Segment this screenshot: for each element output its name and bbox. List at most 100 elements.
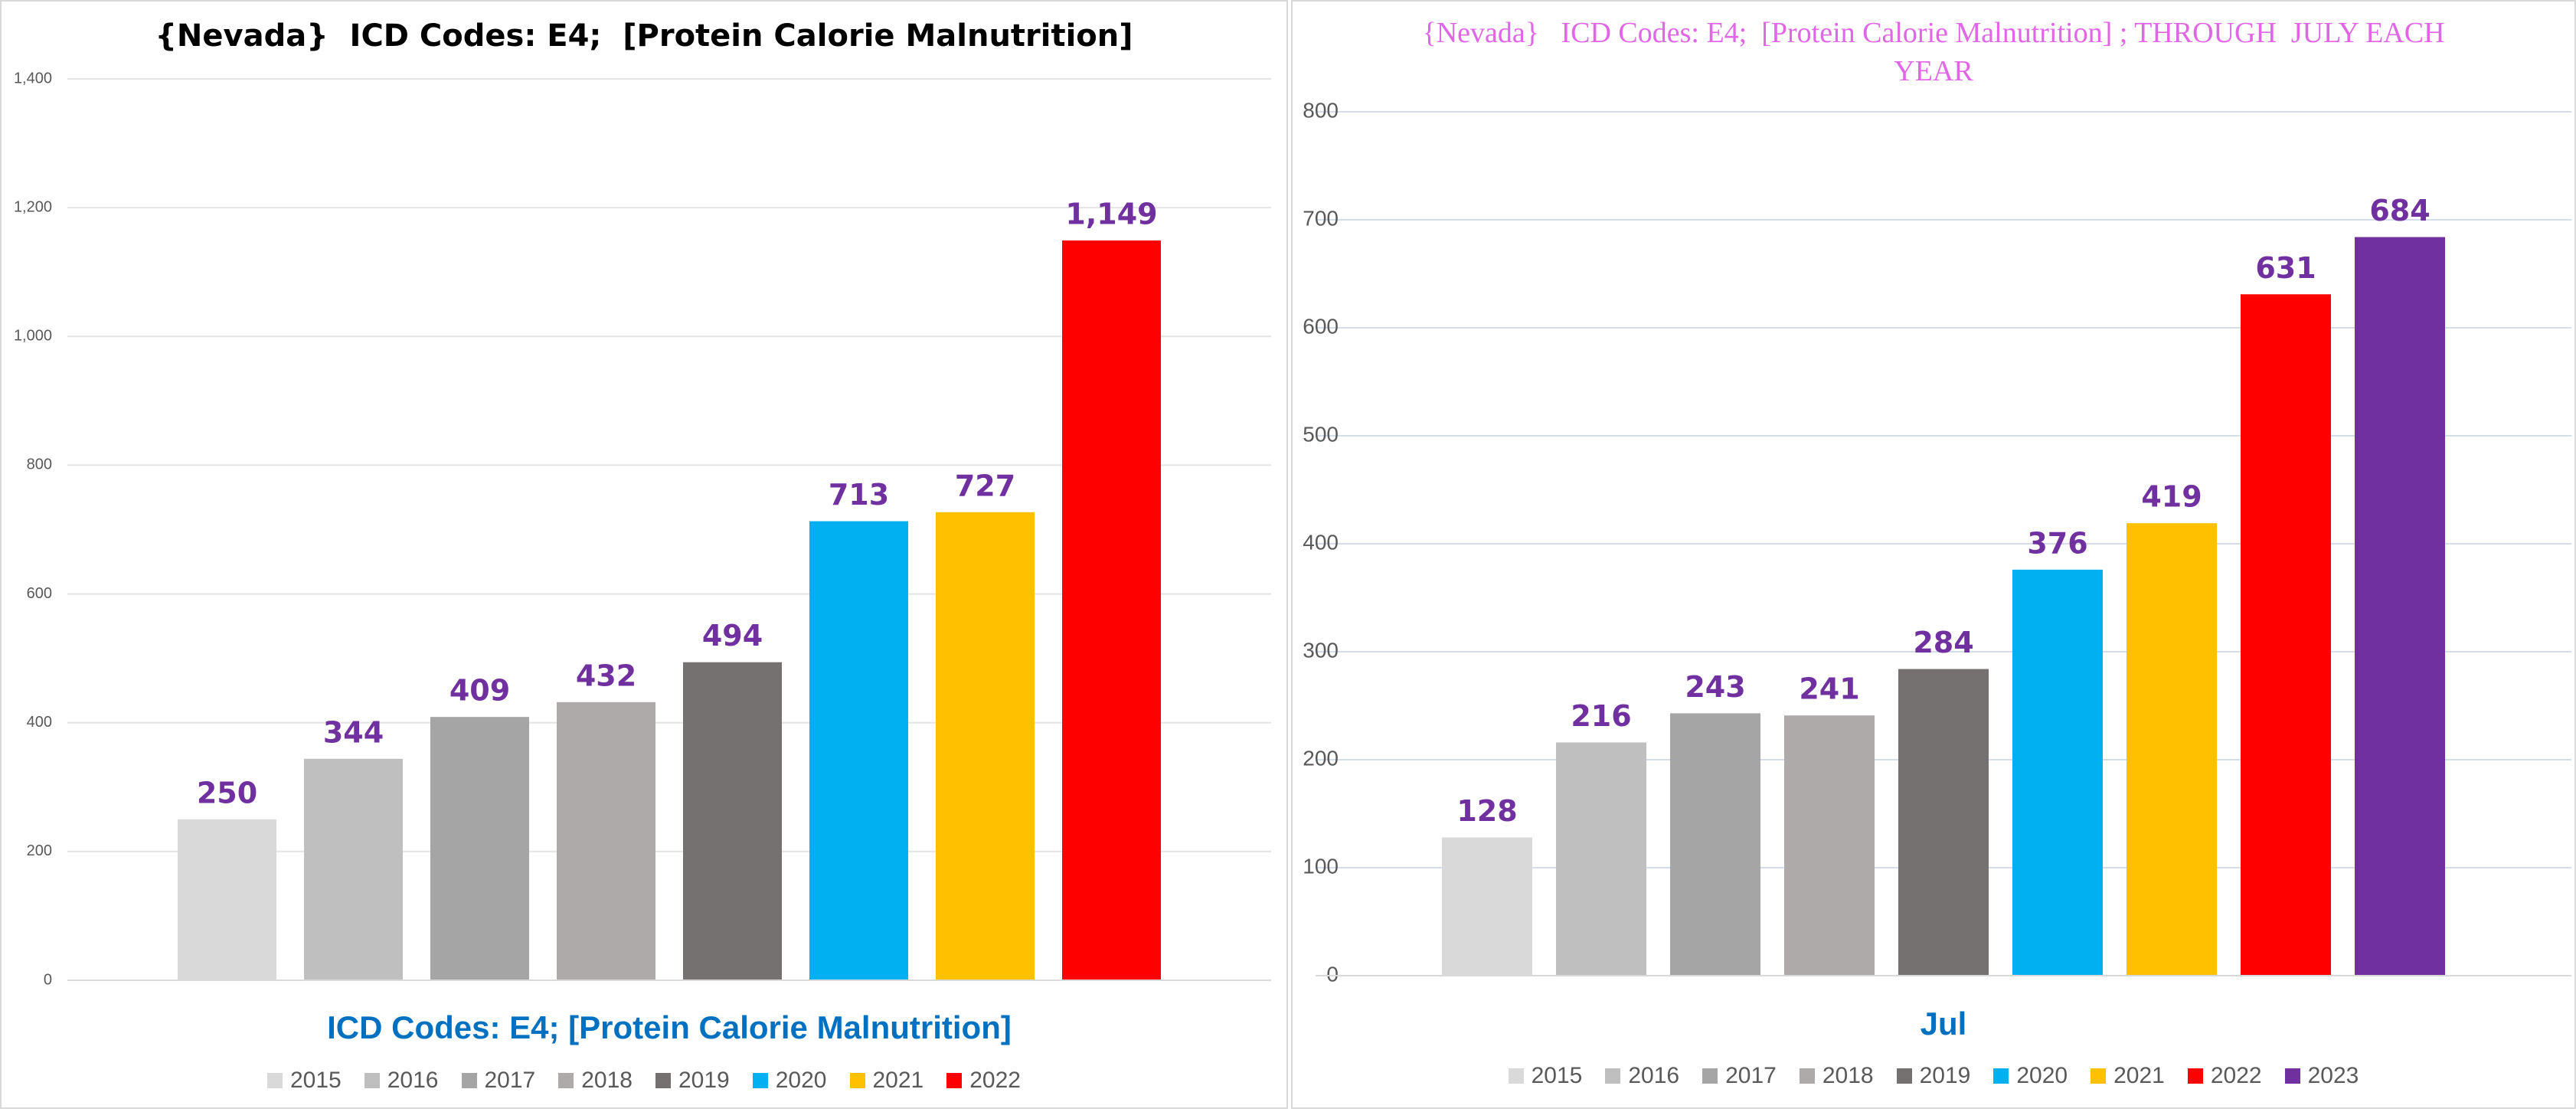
legend-label: 2019 [678,1068,730,1093]
y-tick-label: 1,200 [14,198,52,215]
legend-item: 2019 [1896,1063,1971,1089]
legend-swatch [364,1073,380,1088]
data-label: 494 [702,619,763,652]
data-label: 376 [2027,526,2087,560]
x-axis-category: ICD Codes: E4; [Protein Calorie Malnutri… [327,1009,1012,1045]
data-label: 631 [2255,251,2316,285]
legend-item: 2016 [364,1068,439,1094]
legend-label: 2017 [484,1068,536,1093]
y-tick-label: 500 [1303,422,1339,446]
legend-swatch [1799,1068,1815,1084]
legend-swatch [1702,1068,1718,1084]
data-label: 241 [1799,672,1859,706]
bar [2127,523,2217,976]
chart: 0 200 400 600 800 1,000 1,200 1,400 ICD Codes: E… [14,70,1271,1045]
legend-swatch [461,1073,477,1088]
data-label: 216 [1571,699,1631,733]
bar [1898,669,1989,976]
legend-swatch [849,1073,865,1088]
bar [430,717,529,980]
y-tick-label: 0 [1326,962,1339,986]
legend-label: 2016 [1628,1063,1680,1088]
bar [557,702,655,980]
y-tick-label: 600 [1303,314,1339,338]
bar [936,512,1035,980]
data-label: 419 [2141,480,2202,514]
bar [178,819,276,980]
x-axis-category: Jul [1921,1006,1967,1042]
data-label: 128 [1456,794,1517,828]
legend-swatch [267,1073,283,1088]
legend-item: 2018 [1799,1063,1874,1089]
bar [1442,837,1532,976]
chart: 0 100 200 300 400 500 600 700 800 Jul 128 216 243 241… [1303,98,2571,1042]
legend-label: 2018 [581,1068,633,1093]
bar [809,521,908,980]
legend-item: 2023 [2284,1063,2359,1089]
bar [2355,237,2445,976]
y-tick-label: 600 [27,585,52,602]
bar [1062,240,1161,980]
legend-swatch [1605,1068,1621,1084]
legend-label: 2015 [1531,1063,1583,1088]
legend-item: 2017 [1702,1063,1777,1089]
data-label: 713 [829,478,889,512]
chart-title: {Nevada} ICD Codes: E4; [Protein Calorie… [155,18,1133,54]
y-tick-label: 800 [27,456,52,473]
legend-label: 2022 [969,1068,1021,1093]
legend-swatch [558,1073,574,1088]
legend-label: 2020 [2016,1063,2068,1088]
data-label: 250 [197,776,257,809]
y-tick-label: 1,000 [14,328,52,345]
legend-label: 2015 [290,1068,342,1093]
legend-item: 2018 [558,1068,633,1094]
legend-item: 2020 [1993,1063,2068,1089]
legend-swatch [1993,1068,2009,1084]
data-label: 243 [1685,670,1745,704]
legend-item: 2016 [1605,1063,1679,1089]
legend-swatch [1896,1068,1912,1084]
legend-label: 2019 [1919,1063,1971,1088]
data-label: 432 [576,659,636,692]
legend-label: 2022 [2210,1063,2262,1088]
bar [1784,715,1875,976]
legend-swatch [752,1073,768,1088]
y-tick-label: 400 [27,714,52,731]
legend-label: 2021 [2113,1063,2165,1088]
legend-swatch [655,1073,671,1088]
y-tick-label: 700 [1303,206,1339,230]
legend-item: 2021 [2091,1063,2165,1089]
bar [304,758,403,980]
legend-item: 2022 [2187,1063,2262,1089]
legend-swatch [1508,1068,1524,1084]
y-tick-label: 200 [1303,746,1339,770]
y-tick-label: 800 [1303,98,1339,122]
legend-item: 2017 [461,1068,536,1094]
chart-panel: {Nevada} ICD Codes: E4; [Protein Calorie… [0,0,1288,1109]
data-label: 344 [323,715,384,749]
legend-swatch [2284,1068,2300,1084]
legend: 2015 2016 2017 2018 2019 2020 2021 2022 [2,1068,1286,1094]
bar [2241,294,2331,976]
legend-item: 2022 [946,1068,1021,1094]
legend-item: 2019 [655,1068,730,1094]
bar [2012,569,2103,976]
data-label: 284 [1913,626,1973,659]
legend-label: 2021 [872,1068,924,1093]
legend-item: 2015 [1508,1063,1583,1089]
legend-label: 2023 [2307,1063,2359,1088]
y-tick-label: 400 [1303,530,1339,554]
data-label: 727 [955,469,1015,502]
legend-item: 2021 [849,1068,924,1094]
legend-label: 2016 [387,1068,439,1093]
bar [683,662,782,980]
legend-swatch [2091,1068,2107,1084]
y-tick-label: 200 [27,842,52,859]
legend-label: 2020 [775,1068,827,1093]
legend-label: 2018 [1822,1063,1874,1088]
y-tick-label: 1,400 [14,70,52,87]
legend-label: 2017 [1725,1063,1777,1088]
data-label: 684 [2369,194,2430,227]
bar [1556,742,1646,976]
